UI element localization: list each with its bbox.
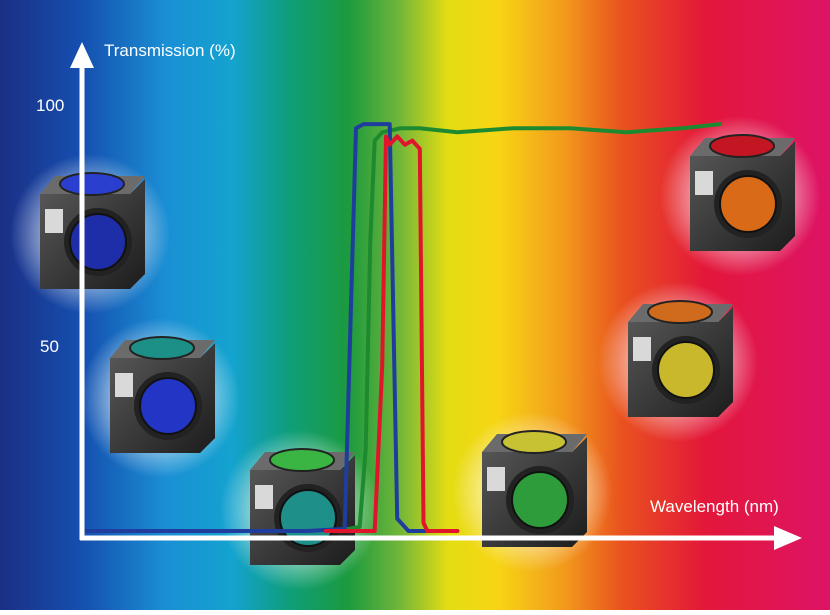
filter-cube — [452, 412, 612, 572]
series-line-1 — [335, 122, 722, 533]
series-line-2 — [323, 134, 460, 533]
x-axis-arrowhead — [774, 526, 802, 550]
filter-cube — [80, 318, 240, 478]
filter-cube — [220, 430, 380, 590]
y-tick-label-100: 100 — [36, 96, 64, 115]
y-axis-arrowhead — [70, 42, 94, 68]
filter-cube — [598, 282, 758, 442]
transmission-curves — [80, 122, 722, 533]
x-axis-label: Wavelength (nm) — [650, 497, 779, 516]
y-tick-label-50: 50 — [40, 337, 59, 356]
y-axis-label: Transmission (%) — [104, 41, 236, 60]
filter-cubes — [10, 116, 820, 590]
filter-cube — [660, 116, 820, 276]
filter-cube — [10, 154, 170, 314]
